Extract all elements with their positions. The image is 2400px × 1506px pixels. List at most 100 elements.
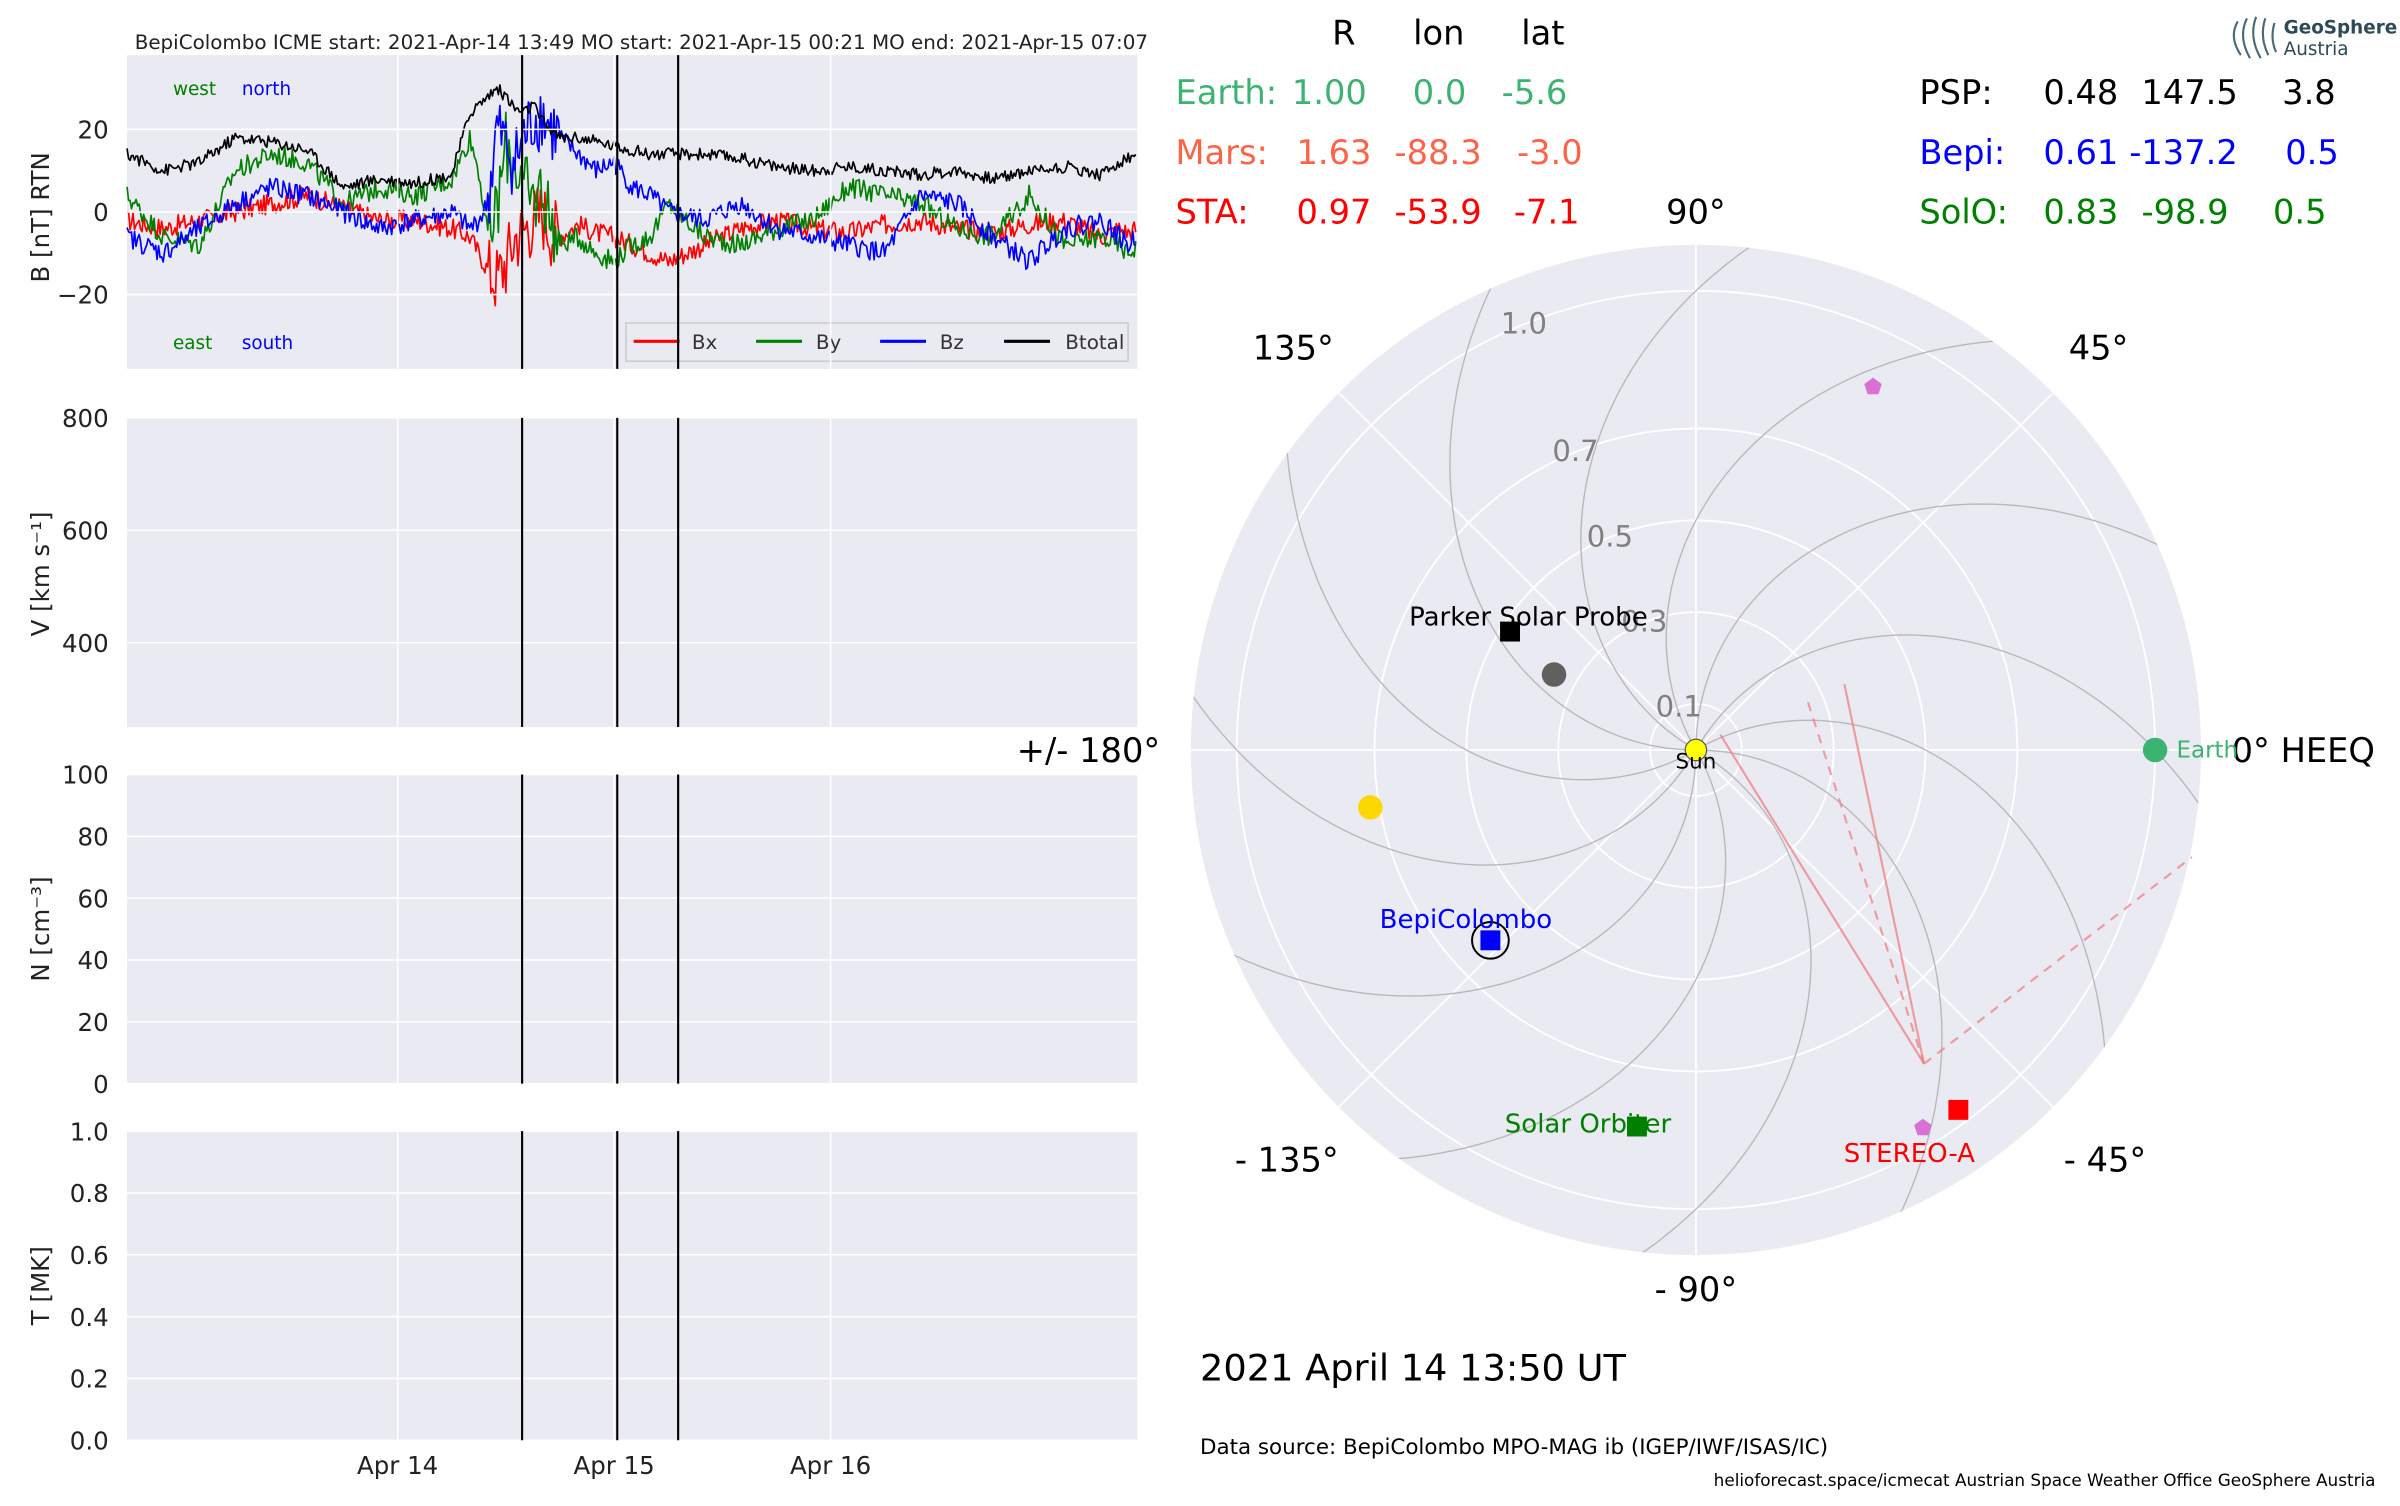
- radial-tick-label: 0.7: [1552, 434, 1598, 468]
- row-solo-lat: 0.5: [2273, 192, 2327, 231]
- marker-label-solar-orbiter: Solar Orbiter: [1505, 1110, 1672, 1140]
- marker-earth: [2142, 737, 2168, 763]
- row-mars-lon: -88.3: [1395, 133, 1482, 172]
- table-row-mars: Mars: 1.63 -88.3 -3.0: [1176, 133, 1583, 172]
- angle-label: 135°: [1253, 329, 1334, 368]
- row-psp-r: 0.48: [2043, 73, 2118, 112]
- density-panel: N [cm⁻³]: [26, 774, 1138, 1084]
- row-earth-lat: -5.6: [1502, 73, 1568, 112]
- annotation-east: east: [173, 333, 212, 354]
- marker-label-stereo-a: STEREO-A: [1844, 1139, 1975, 1169]
- y-tick-label: 0.8: [70, 1179, 109, 1208]
- marker-solar-orbiter: [1627, 1116, 1647, 1137]
- y-tick-label: 0.0: [70, 1426, 109, 1455]
- row-psp-lat: 3.8: [2282, 73, 2336, 112]
- legend-label-btotal: Btotal: [1065, 331, 1124, 354]
- marker-label-parker-solar-probe: Parker Solar Probe: [1409, 602, 1648, 632]
- parker-spiral-line: [1634, 749, 1943, 1256]
- table-row-solo: SolO: 0.83 -98.9 0.5: [1919, 192, 2326, 231]
- marker-sun: [1684, 738, 1708, 762]
- table-row-psp: PSP: 0.48 147.5 3.8: [1919, 73, 2335, 112]
- geosphere-logo: GeoSphere Austria: [2232, 16, 2397, 60]
- y-tick-label: 100: [62, 761, 109, 790]
- angle-label: - 45°: [2064, 1140, 2147, 1179]
- fov-line-dashed-1: [1805, 696, 1925, 1065]
- temperature-ylabel: T [MK]: [26, 1246, 55, 1326]
- row-bepi-lat: 0.5: [2285, 133, 2339, 172]
- table-header-lon: lon: [1413, 13, 1464, 52]
- angle-label: - 135°: [1235, 1140, 1339, 1179]
- temperature-panel-bg: [127, 1131, 1138, 1441]
- table-row-bepi: Bepi: 0.61 -137.2 0.5: [1919, 133, 2338, 172]
- angle-label: +/- 180°: [1017, 731, 1160, 770]
- legend-label-bz: Bz: [940, 331, 964, 354]
- y-tick-label: 40: [78, 946, 109, 975]
- row-mars-r: 1.63: [1296, 133, 1371, 172]
- bepicolombo-ring: [1471, 920, 1510, 960]
- marker-stereo-a: [1948, 1099, 1969, 1120]
- parker-spiral-line: [1695, 503, 2202, 812]
- row-sta-lat: -7.1: [1514, 192, 1580, 231]
- row-mars-lat: -3.0: [1517, 133, 1583, 172]
- parker-spiral-line: [1449, 244, 1757, 751]
- table-row-sta: STA: 0.97 -53.9 -7.1: [1176, 192, 1580, 231]
- annotation-south: south: [242, 333, 293, 354]
- row-bepi-r: 0.61: [2043, 133, 2118, 172]
- fov-line-dashed-2: [1923, 856, 2193, 1065]
- table-header-lat: lat: [1521, 13, 1564, 52]
- row-psp-lon: 147.5: [2141, 73, 2237, 112]
- y-tick-label: 0.2: [70, 1365, 109, 1394]
- angle-labels: 90° 45° 0° HEEQ - 45° - 90° - 135° +/- 180° 135…: [1017, 192, 2375, 1309]
- legend: Bx By Bz Btotal: [625, 322, 1129, 362]
- row-mars-name: Mars:: [1176, 133, 1268, 172]
- fov-line-1: [1719, 734, 1925, 1065]
- marker-label-earth: Earth: [2177, 738, 2239, 764]
- density-panel-bg: [127, 774, 1138, 1084]
- table-header-r: R: [1332, 13, 1355, 52]
- magnetic-field-series: [126, 84, 1137, 307]
- annotation-west: west: [173, 79, 216, 100]
- density-ylabel: N [cm⁻³]: [26, 876, 55, 981]
- geosphere-logo-icon: [2232, 16, 2278, 59]
- y-tick-label: 0.6: [70, 1241, 109, 1270]
- marker-label-sun: Sun: [1676, 749, 1717, 774]
- row-solo-name: SolO:: [1919, 192, 2008, 231]
- stereo-a-fov-lines: [1719, 683, 2193, 1065]
- temperature-panel: T [MK]: [26, 1131, 1138, 1441]
- angle-label: 45°: [2069, 329, 2129, 368]
- polar-markers: Sun Earth STEREO-A BepiColombo Solar Orbiter…: [1358, 377, 2239, 1169]
- data-source: Data source: BepiColombo MPO-MAG ib (IGE…: [1200, 1435, 1828, 1460]
- y-tick-label: 400: [62, 629, 109, 658]
- y-tick-label: 1.0: [70, 1117, 109, 1146]
- row-earth-r: 1.00: [1292, 73, 1367, 112]
- row-bepi-name: Bepi:: [1919, 133, 2005, 172]
- marker-pentagon: [1914, 1118, 1932, 1136]
- polar-plot: 1.0 0.7 0.5 0.3 0.1 90° 45° 0° HEEQ - 45° - 90° -…: [1017, 192, 2375, 1309]
- row-psp-name: PSP:: [1919, 73, 1992, 112]
- y-tick-label: 800: [62, 404, 109, 433]
- magnetic-field-panel: BepiColombo ICME start: 2021-Apr-14 13:4…: [26, 31, 1148, 369]
- velocity-ylabel: V [km s⁻¹]: [26, 512, 55, 637]
- y-tick-label: −20: [57, 281, 109, 310]
- radial-tick-label: 1.0: [1501, 306, 1547, 340]
- series-line-bz: [126, 96, 1137, 271]
- row-sta-name: STA:: [1176, 192, 1249, 231]
- parker-spiral-line: [1190, 688, 1697, 997]
- x-tick-label: Apr 14: [357, 1451, 438, 1480]
- row-sta-lon: -53.9: [1395, 192, 1482, 231]
- y-tick-label: 60: [78, 884, 109, 913]
- table-row-earth: Earth: 1.00 0.0 -5.6: [1176, 73, 1568, 112]
- row-sta-r: 0.97: [1296, 192, 1371, 231]
- parker-spiral-line: [1190, 335, 1692, 866]
- timestamp: 2021 April 14 13:50 UT: [1200, 1347, 1626, 1390]
- footer-credits: helioforecast.space/icmecat Austrian Spa…: [1714, 1470, 2376, 1490]
- angular-grid-line: [1695, 392, 2054, 751]
- parker-spiral-line: [1281, 754, 1812, 1256]
- magnetic-field-ylabel: B [nT] RTN: [26, 152, 55, 282]
- y-tick-label: 0: [93, 1070, 109, 1099]
- marker-parker-solar-probe: [1500, 621, 1520, 642]
- velocity-panel-bg: [127, 417, 1138, 728]
- row-solo-r: 0.83: [2043, 192, 2118, 231]
